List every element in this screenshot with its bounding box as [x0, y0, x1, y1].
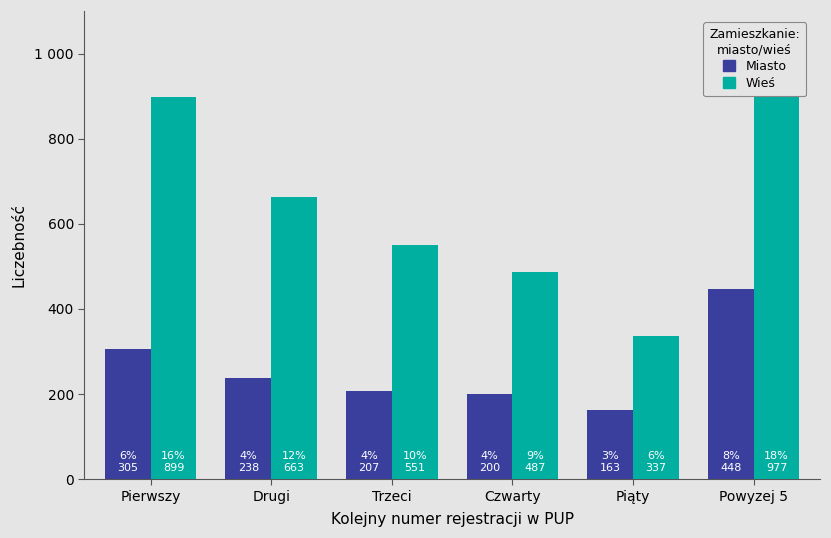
Text: 9%
487: 9% 487: [524, 451, 546, 473]
Bar: [150, 97, 196, 479]
Text: 6%
305: 6% 305: [117, 451, 138, 473]
Bar: [346, 391, 392, 479]
Bar: [708, 288, 754, 479]
Bar: [225, 378, 271, 479]
Text: 4%
200: 4% 200: [479, 451, 500, 473]
Text: 8%
448: 8% 448: [720, 451, 741, 473]
Text: 4%
238: 4% 238: [238, 451, 259, 473]
Text: 12%
663: 12% 663: [282, 451, 307, 473]
Legend: Miasto, Wieś: Miasto, Wieś: [703, 22, 806, 96]
Bar: [754, 63, 799, 479]
Bar: [513, 272, 558, 479]
Text: 18%
977: 18% 977: [765, 451, 789, 473]
Text: 10%
551: 10% 551: [402, 451, 427, 473]
Text: 4%
207: 4% 207: [358, 451, 380, 473]
Y-axis label: Liczebność: Liczebność: [11, 203, 26, 287]
Bar: [633, 336, 679, 479]
Bar: [466, 394, 513, 479]
Text: 3%
163: 3% 163: [600, 451, 621, 473]
Text: 16%
899: 16% 899: [161, 451, 186, 473]
Bar: [392, 245, 438, 479]
Bar: [271, 197, 317, 479]
Bar: [105, 349, 150, 479]
Text: 6%
337: 6% 337: [646, 451, 666, 473]
Bar: [588, 410, 633, 479]
X-axis label: Kolejny numer rejestracji w PUP: Kolejny numer rejestracji w PUP: [331, 512, 573, 527]
